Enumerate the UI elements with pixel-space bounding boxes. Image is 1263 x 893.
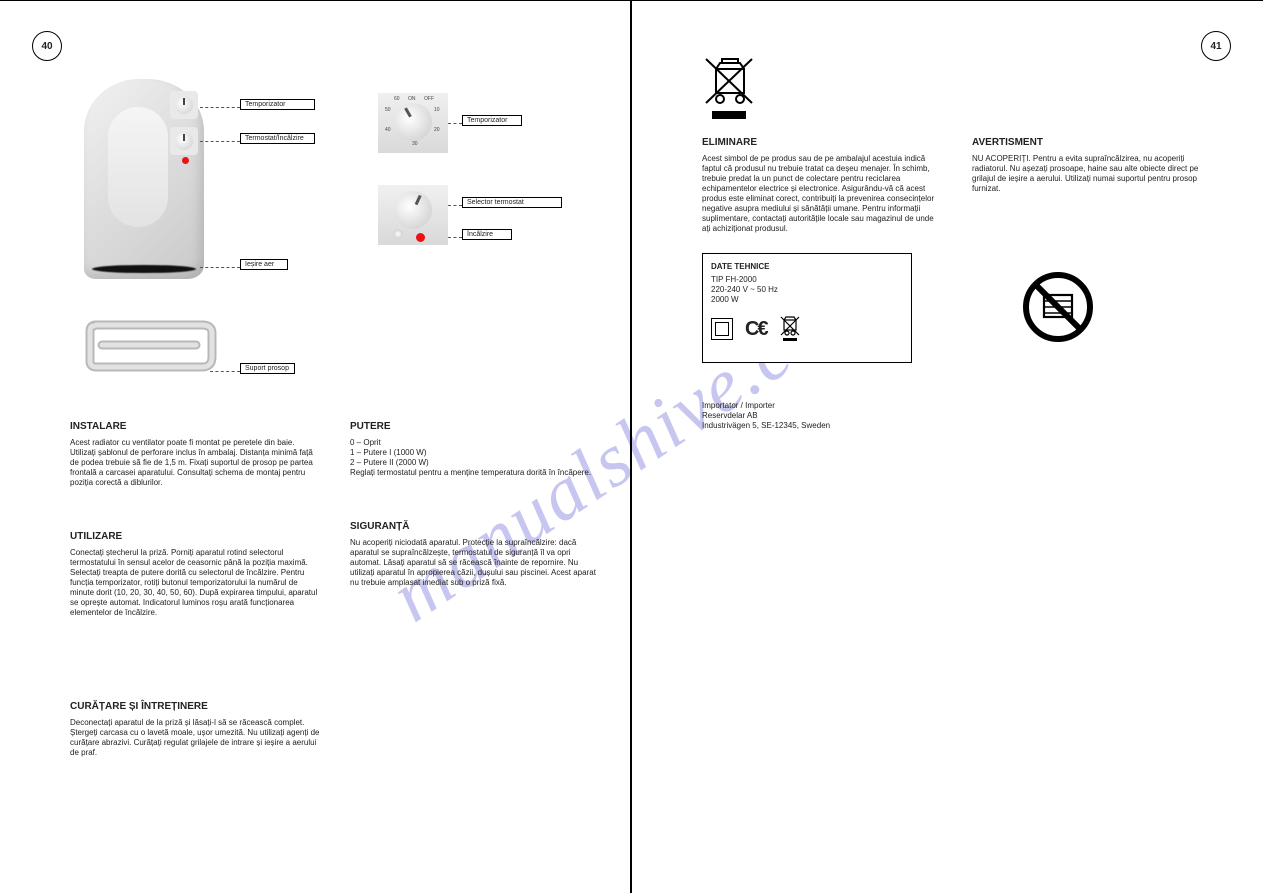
leader-line bbox=[210, 371, 240, 372]
heater-illustration bbox=[84, 79, 204, 279]
timer-knob-area bbox=[170, 91, 198, 119]
weee-mini-icon bbox=[779, 315, 801, 343]
power-text: 0 – Oprit 1 – Putere I (1000 W) 2 – Pute… bbox=[350, 438, 600, 478]
tech-data-title: DATE TEHNICE bbox=[711, 262, 903, 271]
timer-label: Temporizator bbox=[240, 99, 315, 110]
right-page: 41 ELIMINARE Acest simbol de pe produs s… bbox=[631, 0, 1263, 893]
leader-line bbox=[448, 237, 462, 238]
timer-closeup: ON OFF 10 20 30 40 50 60 bbox=[378, 93, 448, 153]
use-title: UTILIZARE bbox=[70, 531, 320, 542]
warning-section: AVERTISMENT NU ACOPERIȚI. Pentru a evita… bbox=[972, 137, 1212, 194]
do-not-cover-symbol bbox=[1022, 271, 1094, 343]
power-title: PUTERE bbox=[350, 421, 600, 432]
class2-symbol bbox=[711, 318, 733, 340]
installation-title: INSTALARE bbox=[70, 421, 320, 432]
cleaning-section: CURĂȚARE ȘI ÎNTREȚINERE Deconectați apar… bbox=[70, 701, 320, 758]
importer-section: Importator / Importer Reservdelar AB Ind… bbox=[702, 401, 942, 431]
importer-text: Importator / Importer Reservdelar AB Ind… bbox=[702, 401, 942, 431]
use-text: Conectați ștecherul la priză. Porniți ap… bbox=[70, 548, 320, 618]
page-number-left: 40 bbox=[32, 31, 62, 61]
installation-text: Acest radiator cu ventilator poate fi mo… bbox=[70, 438, 320, 488]
leader-line bbox=[200, 141, 240, 142]
leader-line bbox=[200, 267, 240, 268]
disposal-title: ELIMINARE bbox=[702, 137, 942, 148]
ce-mark: C€ bbox=[745, 318, 767, 341]
disposal-section: ELIMINARE Acest simbol de pe produs sau … bbox=[702, 137, 942, 234]
warning-text: NU ACOPERIȚI. Pentru a evita supraîncălz… bbox=[972, 154, 1212, 194]
air-outlet-label: Ieșire aer bbox=[240, 259, 288, 270]
leader-line bbox=[448, 205, 462, 206]
indicator-closeup bbox=[416, 233, 425, 242]
weee-symbol bbox=[702, 55, 756, 129]
tech-voltage: 220-240 V ~ 50 Hz bbox=[711, 285, 903, 295]
use-section: UTILIZARE Conectați ștecherul la priză. … bbox=[70, 531, 320, 618]
safety-section: SIGURANȚĂ Nu acoperiți niciodată aparatu… bbox=[350, 521, 600, 588]
timer-closeup-label: Temporizator bbox=[462, 115, 522, 126]
left-page: 40 Temporizator Termostat/Încălzire Ieși… bbox=[0, 0, 631, 893]
cleaning-text: Deconectați aparatul de la priză și lăsa… bbox=[70, 718, 320, 758]
heater-front-panel bbox=[108, 107, 168, 227]
tech-model: TIP FH-2000 bbox=[711, 275, 903, 285]
towel-rail-label: Suport prosop bbox=[240, 363, 295, 374]
installation-section: INSTALARE Acest radiator cu ventilator p… bbox=[70, 421, 320, 488]
leader-line bbox=[448, 123, 462, 124]
thermostat-dial bbox=[394, 191, 432, 229]
safety-text: Nu acoperiți niciodată aparatul. Protecț… bbox=[350, 538, 600, 588]
leader-line bbox=[200, 107, 240, 108]
thermostat-knob-area bbox=[170, 127, 198, 155]
disposal-text: Acest simbol de pe produs sau de pe amba… bbox=[702, 154, 942, 234]
safety-title: SIGURANȚĂ bbox=[350, 521, 600, 532]
thermostat-label: Termostat/Încălzire bbox=[240, 133, 315, 144]
tech-power: 2000 W bbox=[711, 295, 903, 305]
power-section: PUTERE 0 – Oprit 1 – Putere I (1000 W) 2… bbox=[350, 421, 600, 478]
towel-rail-illustration bbox=[84, 311, 224, 391]
tech-data-box: DATE TEHNICE TIP FH-2000 220-240 V ~ 50 … bbox=[702, 253, 912, 363]
page-number-right: 41 bbox=[1201, 31, 1231, 61]
timer-dial bbox=[394, 103, 432, 141]
heating-closeup-label: Încălzire bbox=[462, 229, 512, 240]
thermostat-closeup-label: Selector termostat bbox=[462, 197, 562, 208]
thermostat-closeup bbox=[378, 185, 448, 245]
indicator-light bbox=[182, 157, 189, 164]
warning-title: AVERTISMENT bbox=[972, 137, 1212, 148]
cleaning-title: CURĂȚARE ȘI ÎNTREȚINERE bbox=[70, 701, 320, 712]
